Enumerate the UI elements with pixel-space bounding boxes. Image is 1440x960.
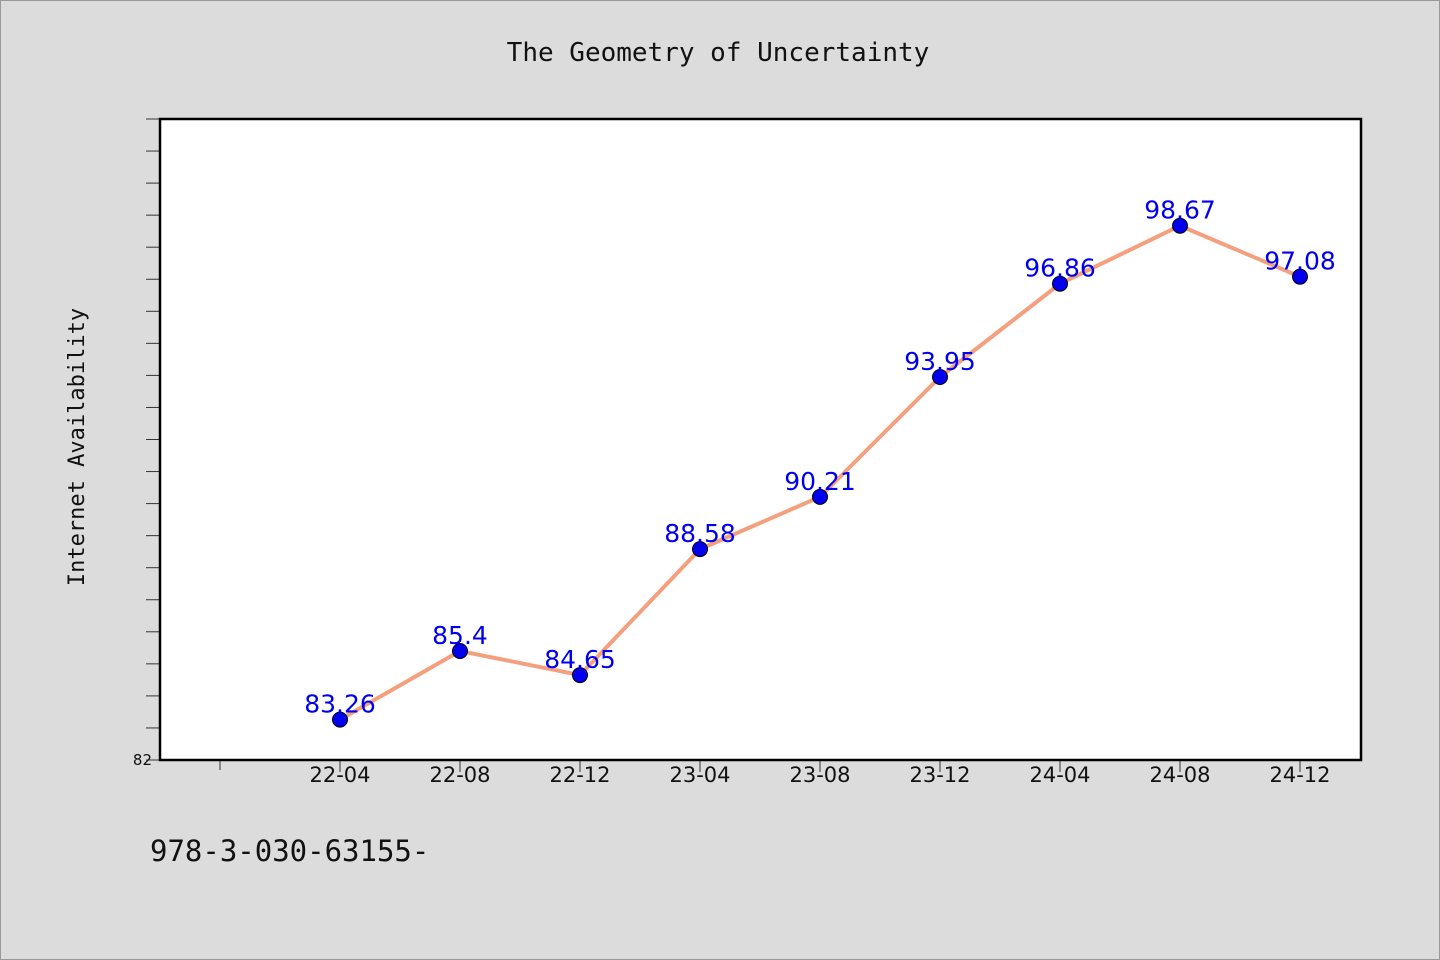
data-point <box>1292 268 1308 285</box>
data-label: 88.58 <box>664 519 736 548</box>
x-tick-label: 23-08 <box>789 763 850 787</box>
x-tick-label: 23-04 <box>669 763 730 787</box>
data-labels: 83.26 85.4 84.65 88.58 90.21 93.95 96.86 98.67 9… <box>304 196 1336 719</box>
data-point <box>692 541 708 558</box>
data-label: 83.26 <box>304 690 376 719</box>
footnote-isbn: 978-3-030-63155- <box>150 834 430 868</box>
chart-title: The Geometry of Uncertainty <box>507 38 930 68</box>
data-point <box>332 711 348 728</box>
plot-area <box>160 119 1361 760</box>
data-label: 98.67 <box>1144 196 1216 225</box>
x-tick-label: 24-04 <box>1029 763 1090 787</box>
x-tick-label: 22-12 <box>549 763 610 787</box>
data-point <box>452 643 468 660</box>
data-point <box>812 488 828 505</box>
y-axis-label: Internet Availability <box>65 308 90 586</box>
x-tick-label: 22-04 <box>309 763 370 787</box>
data-label: 97.08 <box>1264 247 1336 276</box>
data-label: 85.4 <box>432 621 488 650</box>
axis-ticks: 82 22-04 22-08 22-12 23-04 23-08 23-12 24-04 24-… <box>133 118 1331 787</box>
y-tick-label: 82 <box>133 751 152 769</box>
data-label: 93.95 <box>904 347 976 376</box>
data-label: 84.65 <box>544 645 616 674</box>
data-point <box>1052 275 1068 292</box>
x-tick-label: 23-12 <box>909 763 970 787</box>
data-point <box>572 667 588 684</box>
x-tick-label: 24-08 <box>1149 763 1210 787</box>
x-tick-label: 22-08 <box>429 763 490 787</box>
data-label: 90.21 <box>784 467 856 496</box>
data-point <box>1172 217 1188 234</box>
data-points <box>332 217 1308 728</box>
data-label: 96.86 <box>1024 254 1096 283</box>
data-point <box>932 369 948 386</box>
plot-border <box>158 117 1363 762</box>
x-tick-label: 24-12 <box>1269 763 1330 787</box>
